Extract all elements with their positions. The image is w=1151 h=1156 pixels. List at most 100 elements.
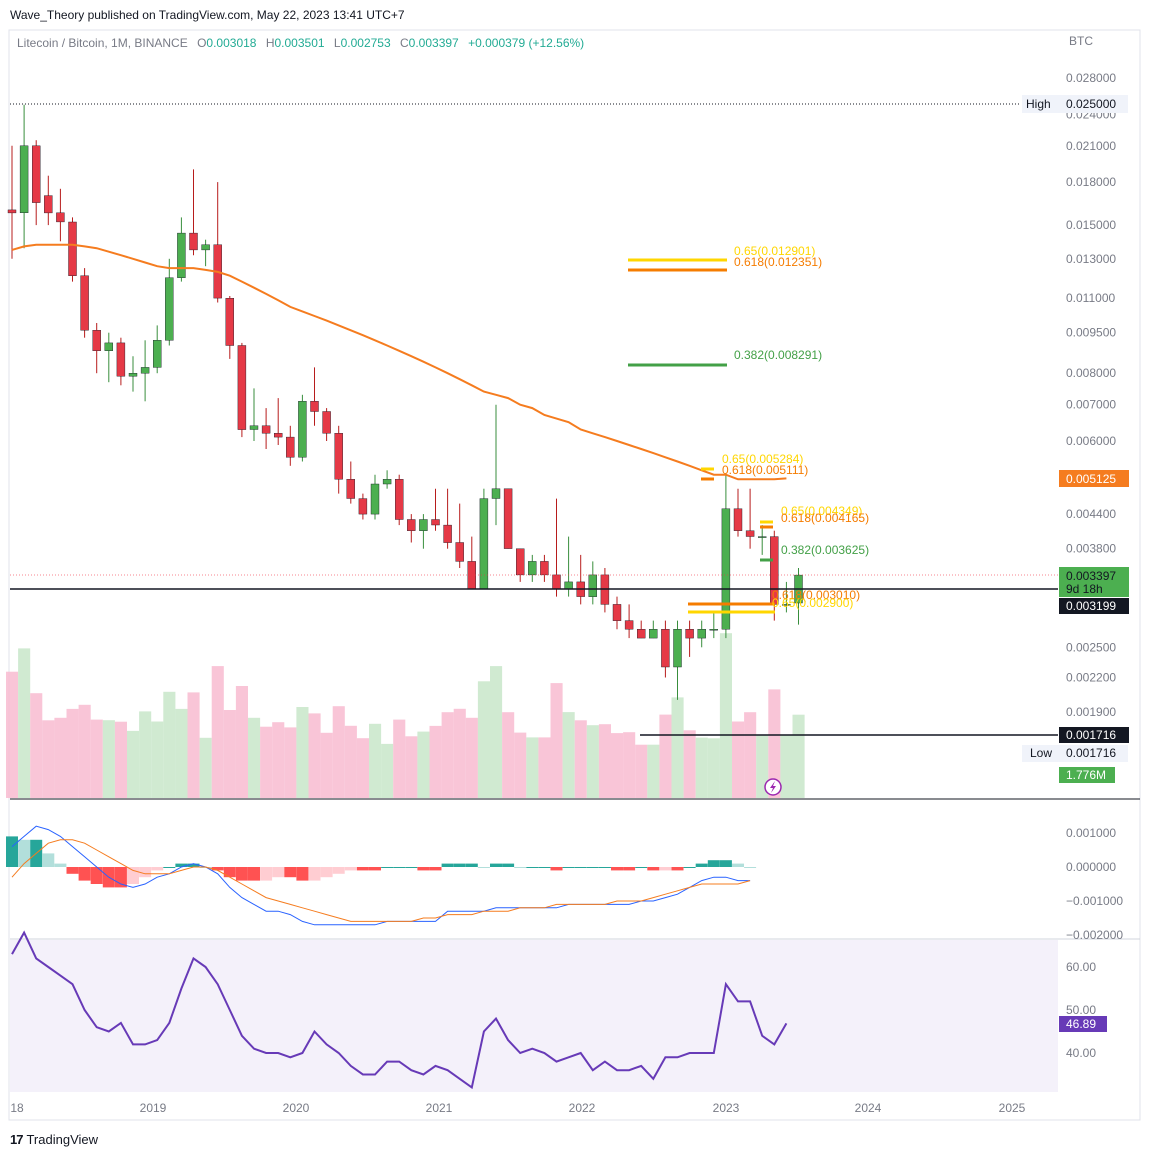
candle-body[interactable]: [19, 145, 29, 214]
candle-body[interactable]: [528, 561, 537, 576]
candle-body[interactable]: [382, 479, 392, 485]
candle-body[interactable]: [661, 629, 670, 668]
candle-body[interactable]: [491, 488, 501, 499]
candle-body[interactable]: [540, 561, 549, 576]
price-tick-label: 0.009500: [1066, 326, 1116, 340]
candle-body[interactable]: [68, 221, 77, 276]
macd-hist-bar: [18, 839, 31, 867]
candle-body[interactable]: [733, 508, 743, 531]
candle-body[interactable]: [322, 411, 331, 434]
candle-body[interactable]: [56, 212, 65, 223]
volume-bar: [477, 681, 490, 798]
candle-body[interactable]: [261, 425, 271, 434]
candle-body[interactable]: [128, 373, 138, 377]
macd-hist-bar: [139, 867, 152, 878]
candle-body[interactable]: [80, 275, 89, 331]
candle-body[interactable]: [249, 425, 259, 430]
candle-body[interactable]: [274, 433, 283, 438]
candle-body[interactable]: [225, 298, 235, 346]
price-axis[interactable]: 0.0280000.0240000.0210000.0180000.015000…: [1066, 71, 1116, 719]
candle-body[interactable]: [624, 620, 634, 630]
macd-hist-bar: [151, 867, 164, 871]
candle-body[interactable]: [201, 244, 210, 251]
price-tick-label: 0.008000: [1066, 366, 1116, 380]
volume-bar: [526, 737, 539, 798]
publisher-header: Wave_Theory published on TradingView.com…: [10, 8, 405, 22]
candle-body[interactable]: [310, 401, 319, 412]
macd-tick-label: −0.002000: [1066, 928, 1123, 942]
candle-body[interactable]: [758, 536, 767, 538]
candle-body[interactable]: [140, 367, 150, 374]
candle-body[interactable]: [649, 629, 658, 639]
macd-hist-bar: [235, 867, 248, 881]
candle-body[interactable]: [7, 209, 17, 214]
candle-body[interactable]: [564, 581, 573, 590]
candle-body[interactable]: [286, 436, 295, 458]
volume-bar: [332, 706, 345, 798]
last-price-value: 0.003397: [1066, 569, 1116, 583]
candle-body[interactable]: [745, 530, 755, 537]
symbol-title[interactable]: Litecoin / Bitcoin, 1M, BINANCE: [17, 36, 188, 50]
candle-body[interactable]: [588, 574, 597, 597]
candle-body[interactable]: [673, 629, 682, 668]
volume-bar: [453, 708, 466, 798]
candle-body[interactable]: [431, 519, 440, 526]
candle-body[interactable]: [709, 629, 718, 631]
candle-body[interactable]: [92, 330, 101, 351]
candle-body[interactable]: [177, 232, 186, 278]
rsi-axis[interactable]: 60.00 50.00 40.00: [1066, 960, 1096, 1060]
fib-upper-0618-label: 0.618(0.012351): [734, 255, 822, 269]
candle-body[interactable]: [346, 479, 355, 499]
candle-body[interactable]: [685, 629, 694, 639]
time-tick-label: 2021: [426, 1101, 453, 1115]
candle-body[interactable]: [358, 498, 368, 515]
candle-body[interactable]: [407, 519, 416, 531]
ema-price-badge-value: 0.005125: [1066, 472, 1116, 486]
candle-body[interactable]: [104, 342, 114, 351]
volume-bar: [248, 717, 261, 798]
candle-body[interactable]: [152, 340, 162, 368]
candle-body[interactable]: [612, 604, 622, 621]
candle-body[interactable]: [334, 433, 343, 480]
time-axis[interactable]: 18 2019 2020 2021 2022 2023 2024 2025: [10, 1101, 1025, 1115]
macd-hist-bar: [647, 867, 660, 871]
candle-body[interactable]: [479, 498, 489, 590]
support-price-badge: [1059, 727, 1129, 743]
candle-body[interactable]: [637, 629, 646, 639]
price-tick-label: 0.003800: [1066, 542, 1116, 556]
lightning-icon[interactable]: [764, 778, 782, 796]
volume-bar: [54, 717, 67, 798]
candle-body[interactable]: [503, 488, 513, 549]
candle-body[interactable]: [516, 548, 525, 576]
candle-body[interactable]: [455, 542, 464, 562]
volume-bar: [42, 720, 55, 798]
fib-low-0618-label: 0.618(0.004165): [781, 511, 869, 525]
candle-body[interactable]: [552, 574, 561, 590]
candle-body[interactable]: [782, 604, 791, 606]
volume-badge-value: 1.776M: [1066, 768, 1106, 782]
candle-body[interactable]: [165, 277, 174, 341]
price-tick-label: 0.001900: [1066, 705, 1116, 719]
candle-body[interactable]: [116, 342, 126, 377]
candle-body[interactable]: [32, 145, 41, 203]
volume-bar: [695, 737, 708, 798]
volume-bar: [732, 721, 745, 798]
macd-hist-bar: [623, 867, 636, 871]
candle-body[interactable]: [419, 519, 428, 531]
candle-body[interactable]: [697, 629, 706, 639]
macd-hist-bar: [308, 867, 321, 881]
macd-axis[interactable]: 0.001000 0.000000 −0.001000 −0.002000: [1066, 826, 1123, 942]
candle-body[interactable]: [370, 483, 380, 515]
candle-body[interactable]: [237, 345, 247, 430]
candle-body[interactable]: [395, 479, 404, 520]
candle-body[interactable]: [298, 401, 307, 458]
candles[interactable]: [7, 104, 803, 700]
macd-hist-bar: [54, 863, 67, 867]
candle-body[interactable]: [721, 508, 731, 630]
candle-body[interactable]: [443, 524, 452, 543]
candle-body[interactable]: [189, 232, 198, 251]
tradingview-footer[interactable]: 17 TradingView: [10, 1132, 98, 1147]
macd-hist-bar: [465, 863, 478, 867]
candle-body[interactable]: [44, 195, 53, 214]
